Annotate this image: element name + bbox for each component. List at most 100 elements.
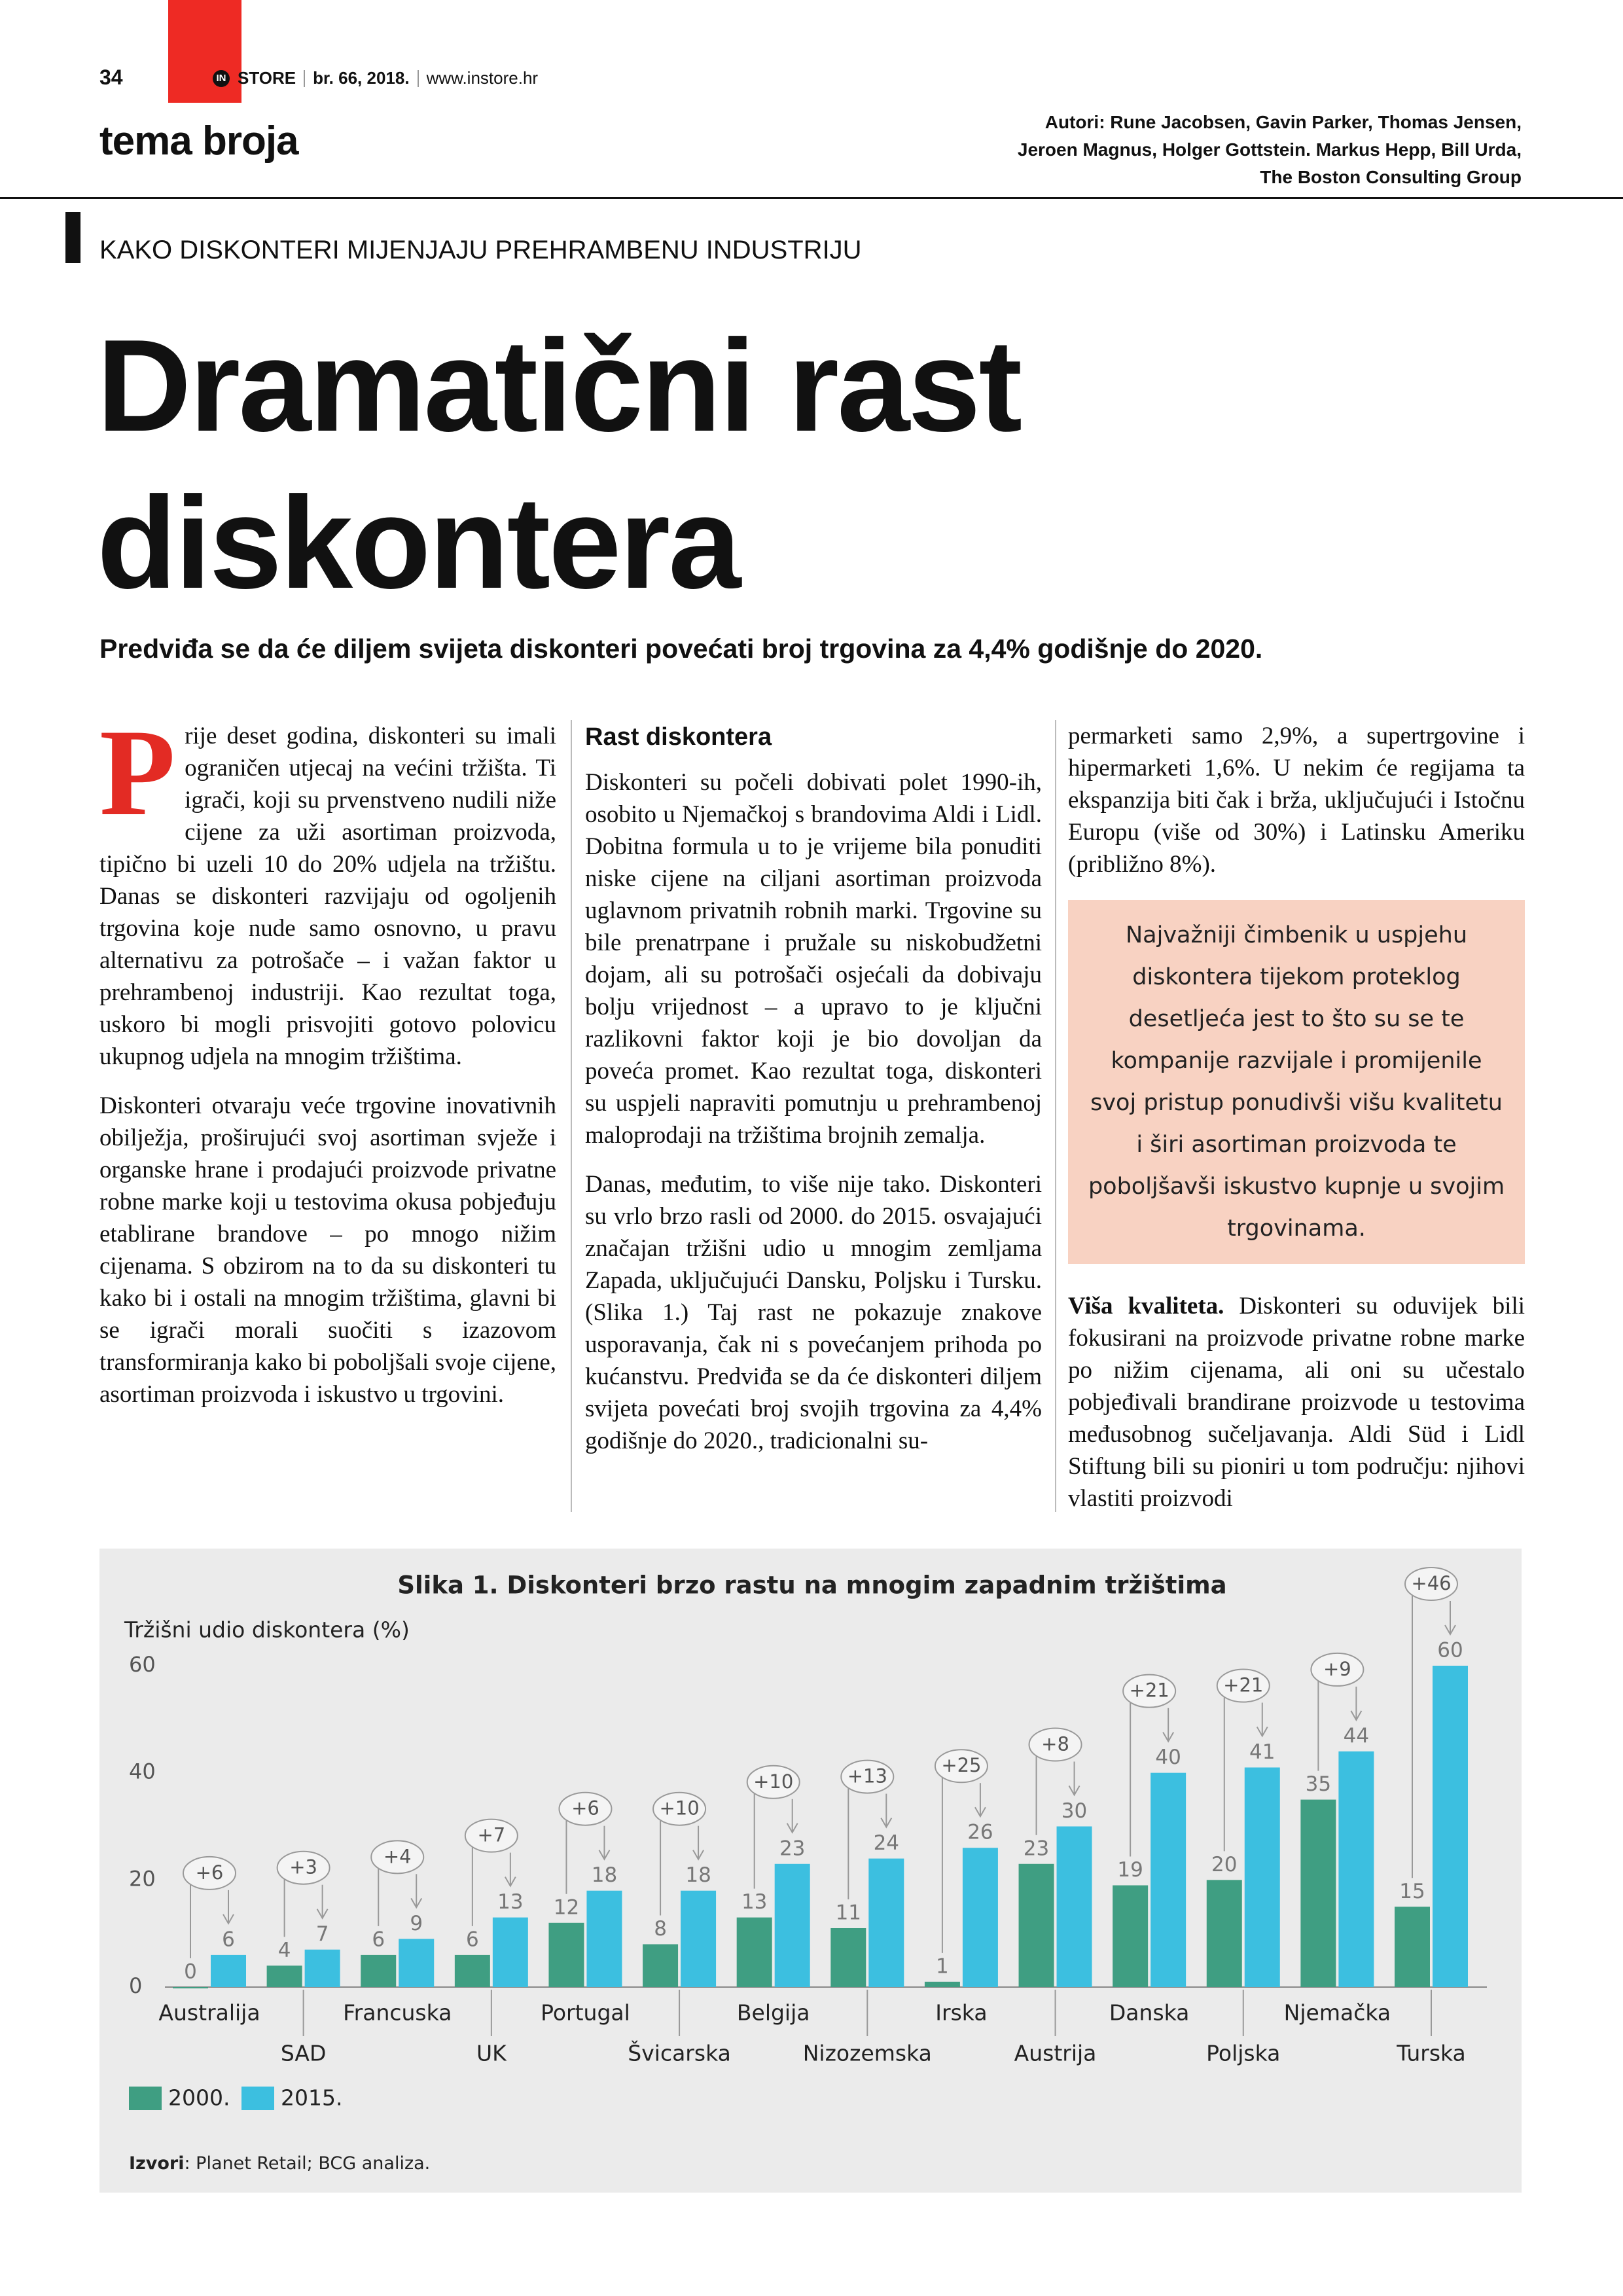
change-bubble: [746, 1765, 800, 1799]
value-label: 35: [1306, 1772, 1331, 1796]
value-label: 9: [410, 1912, 423, 1935]
legend-swatch: [241, 2087, 274, 2110]
drop-cap: P: [99, 720, 176, 842]
value-label: 6: [372, 1928, 385, 1951]
column-rule: [1055, 720, 1056, 1512]
value-label: 41: [1249, 1740, 1275, 1764]
bar: [830, 1928, 866, 1987]
bar: [173, 1987, 208, 1988]
authors: Autori: Rune Jacobsen, Gavin Parker, Tho…: [1018, 109, 1522, 191]
x-tick-label: Austrija: [1014, 2041, 1097, 2066]
column-rule: [571, 720, 572, 1512]
bar: [1338, 1751, 1374, 1987]
y-tick-label: 0: [129, 1973, 142, 1998]
value-label: 7: [316, 1922, 329, 1946]
value-label: 60: [1437, 1639, 1463, 1662]
x-tick-label: Nizozemska: [803, 2041, 932, 2066]
change-bubble: [183, 1856, 236, 1890]
source-label: Izvori: [129, 2153, 184, 2174]
bar: [1113, 1885, 1149, 1987]
issue: br. 66, 2018.: [313, 68, 410, 88]
bar: [1018, 1863, 1054, 1987]
arrowhead: [1256, 1726, 1268, 1738]
arrowhead: [410, 1897, 423, 1909]
change-label: +10: [659, 1797, 699, 1820]
change-label: +21: [1130, 1679, 1169, 1702]
change-label: +46: [1411, 1572, 1451, 1594]
change-bubble: [276, 1850, 330, 1885]
bar: [736, 1917, 772, 1987]
x-tick-label: Poljska: [1206, 2041, 1280, 2066]
subheading: Rast diskontera: [585, 723, 772, 751]
legend-label: 2015.: [281, 2085, 342, 2111]
change-bubble: [652, 1791, 707, 1826]
chart: Slika 1. Diskonteri brzo rastu na mnogim…: [124, 1567, 1487, 2174]
arrowhead: [504, 1876, 516, 1888]
website[interactable]: www.instore.hr: [426, 68, 539, 88]
value-label: 12: [554, 1895, 579, 1919]
bar: [681, 1890, 717, 1987]
change-label: +13: [847, 1765, 887, 1787]
paragraph-text: Diskonteri su oduvijek bili fokusirani n…: [1068, 1293, 1525, 1512]
author-line: Autori: Rune Jacobsen, Gavin Parker, Tho…: [1044, 112, 1522, 132]
bar: [868, 1858, 904, 1987]
change-bubble: [558, 1791, 613, 1826]
change-bubble: [1028, 1727, 1082, 1762]
bar: [1244, 1767, 1280, 1987]
x-tick-label: UK: [476, 2041, 507, 2066]
bar: [1056, 1826, 1092, 1987]
value-label: 6: [466, 1928, 479, 1951]
bar: [1300, 1799, 1336, 1987]
bar: [586, 1890, 622, 1987]
bar: [304, 1949, 340, 1987]
change-label: +3: [289, 1856, 317, 1878]
value-label: 4: [278, 1939, 291, 1962]
kicker: KAKO DISKONTERI MIJENJAJU PREHRAMBENU IN…: [99, 236, 862, 264]
arrowhead: [223, 1914, 234, 1925]
headline-line: diskontera: [97, 470, 741, 616]
paragraph: Diskonteri su počeli dobivati polet 1990…: [585, 769, 1042, 1149]
arrowhead: [598, 1850, 611, 1861]
legend-label: 2000.: [168, 2085, 230, 2111]
bar: [1395, 1907, 1430, 1987]
brand: STORE: [238, 68, 296, 88]
paragraph-text: rije deset godina, diskonteri su imali o…: [99, 723, 556, 1070]
change-label: +21: [1223, 1674, 1263, 1696]
change-label: +4: [383, 1845, 412, 1867]
change-bubble: [840, 1759, 895, 1794]
figure: Slika 1. Diskonteri brzo rastu na mnogim…: [99, 1549, 1522, 2193]
x-tick-label: Švicarska: [628, 2040, 731, 2066]
x-tick-label: Irska: [935, 2000, 987, 2026]
change-bubble: [464, 1818, 518, 1853]
change-bubble: [370, 1840, 425, 1874]
brand-mark: IN: [213, 69, 230, 87]
value-label: 11: [836, 1901, 861, 1924]
section-title: tema broja: [99, 118, 299, 164]
value-label: 8: [654, 1917, 667, 1941]
x-tick-label: Turska: [1396, 2041, 1466, 2066]
bar: [924, 1981, 960, 1987]
headline-line: Dramatični rast: [97, 313, 1022, 459]
x-tick-label: Australija: [158, 2000, 260, 2026]
change-bubble: [1216, 1668, 1270, 1703]
value-label: 13: [497, 1890, 523, 1914]
change-label: +25: [941, 1754, 981, 1776]
change-label: +8: [1041, 1733, 1069, 1755]
value-label: 6: [222, 1928, 235, 1951]
value-label: 13: [741, 1890, 767, 1914]
bar: [1150, 1772, 1186, 1987]
bar: [492, 1917, 528, 1987]
bar: [266, 1965, 302, 1987]
arrowhead: [1162, 1732, 1175, 1743]
value-label: 1: [936, 1954, 949, 1978]
bar: [361, 1954, 397, 1987]
arrowhead: [1444, 1624, 1456, 1636]
separator: [417, 69, 419, 87]
value-label: 0: [184, 1960, 197, 1984]
bar: [774, 1863, 810, 1987]
header-rule: [0, 197, 1623, 199]
change-bubble: [934, 1749, 988, 1784]
column: permarketi samo 2,9%, a supertrgovine i …: [1068, 720, 1525, 1525]
